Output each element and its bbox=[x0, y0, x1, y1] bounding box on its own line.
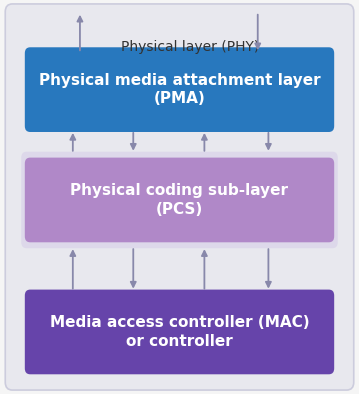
Text: Media access controller (MAC)
or controller: Media access controller (MAC) or control… bbox=[50, 315, 309, 349]
FancyBboxPatch shape bbox=[25, 290, 334, 374]
Text: Physical media attachment layer
(PMA): Physical media attachment layer (PMA) bbox=[39, 73, 320, 106]
FancyBboxPatch shape bbox=[25, 47, 334, 132]
FancyBboxPatch shape bbox=[25, 158, 334, 242]
Text: Physical layer (PHY): Physical layer (PHY) bbox=[121, 40, 259, 54]
FancyBboxPatch shape bbox=[5, 4, 354, 390]
FancyBboxPatch shape bbox=[21, 152, 338, 248]
Text: Physical coding sub-layer
(PCS): Physical coding sub-layer (PCS) bbox=[70, 183, 289, 217]
